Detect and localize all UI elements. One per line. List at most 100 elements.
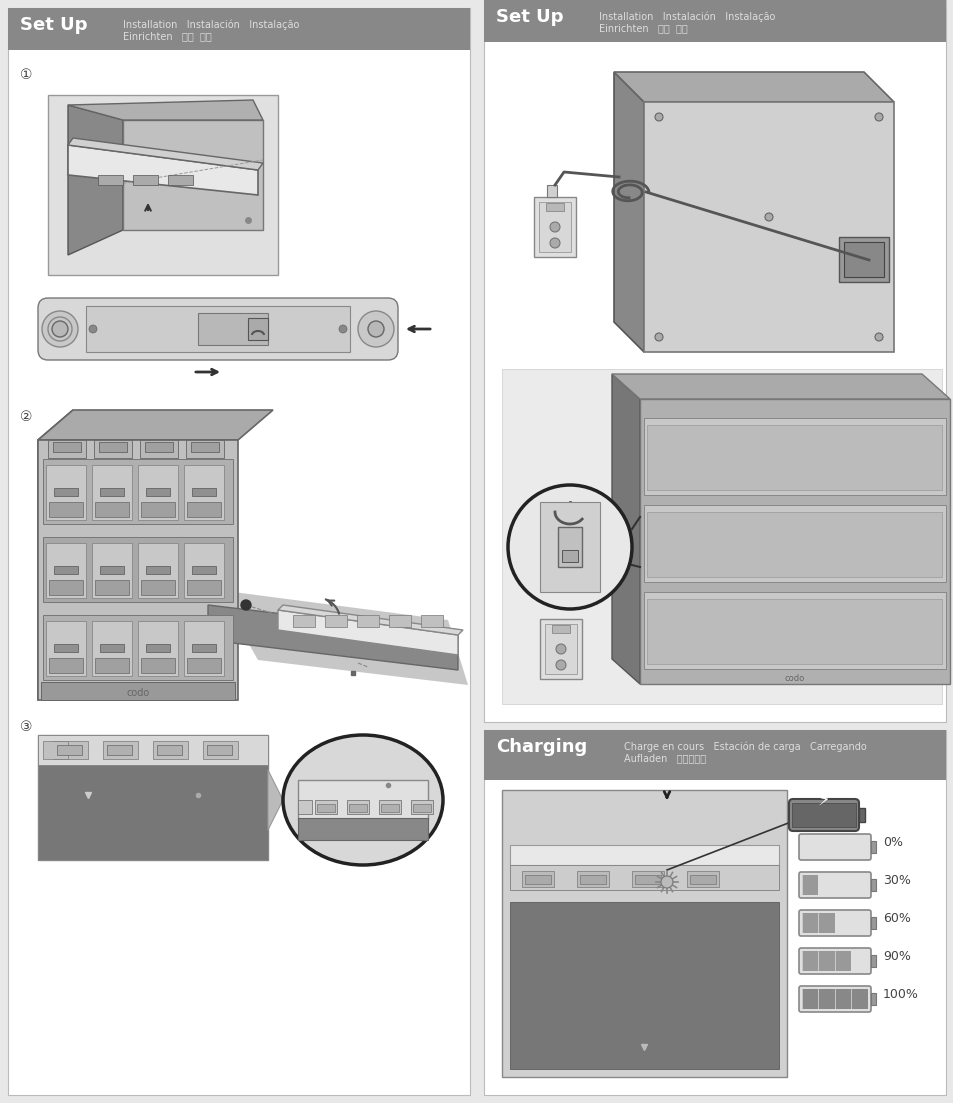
Circle shape xyxy=(655,113,662,121)
Bar xyxy=(49,580,83,595)
Bar xyxy=(521,871,554,887)
Polygon shape xyxy=(626,850,677,875)
Bar xyxy=(561,550,578,563)
Bar xyxy=(192,488,215,496)
Bar xyxy=(558,527,581,567)
Polygon shape xyxy=(268,770,283,829)
Bar xyxy=(48,440,86,458)
Circle shape xyxy=(556,644,565,654)
Bar xyxy=(184,543,224,598)
Bar xyxy=(801,989,867,1009)
Bar xyxy=(141,502,174,517)
Bar xyxy=(146,566,170,574)
Bar xyxy=(524,875,551,884)
Bar xyxy=(43,615,233,681)
Bar xyxy=(91,543,132,598)
Bar xyxy=(483,730,945,780)
Bar xyxy=(510,865,779,890)
Bar xyxy=(49,658,83,673)
Bar xyxy=(644,872,659,880)
Bar xyxy=(48,95,277,275)
Bar xyxy=(91,465,132,520)
Bar xyxy=(54,644,78,652)
Bar xyxy=(534,197,576,257)
Bar xyxy=(145,442,172,452)
Bar xyxy=(538,202,571,251)
Bar xyxy=(297,800,312,814)
Bar xyxy=(138,543,178,598)
Polygon shape xyxy=(38,410,73,700)
Circle shape xyxy=(48,317,71,341)
Bar xyxy=(138,621,178,676)
Bar xyxy=(689,875,716,884)
FancyBboxPatch shape xyxy=(799,947,870,974)
Bar xyxy=(53,442,81,452)
Bar xyxy=(99,442,127,452)
Text: 100%: 100% xyxy=(882,988,918,1002)
Bar xyxy=(546,185,557,197)
Bar xyxy=(57,745,82,754)
FancyBboxPatch shape xyxy=(799,872,870,898)
Text: Set Up: Set Up xyxy=(20,17,88,34)
Bar xyxy=(187,658,221,673)
Bar xyxy=(801,913,834,933)
Circle shape xyxy=(338,325,347,333)
Bar xyxy=(801,875,817,895)
Bar xyxy=(545,203,563,211)
Bar xyxy=(184,465,224,520)
Circle shape xyxy=(550,222,559,232)
Bar xyxy=(297,818,428,840)
Bar xyxy=(858,808,864,822)
Text: Installation   Instalación   Instalação: Installation Instalación Instalação xyxy=(598,11,775,21)
Polygon shape xyxy=(68,138,263,170)
Bar xyxy=(539,619,581,679)
Bar xyxy=(95,502,129,517)
Text: Set Up: Set Up xyxy=(496,8,563,26)
Bar xyxy=(100,488,124,496)
Circle shape xyxy=(89,325,97,333)
Bar xyxy=(378,800,400,814)
Bar xyxy=(95,658,129,673)
Polygon shape xyxy=(277,606,462,635)
Circle shape xyxy=(42,311,78,347)
Bar xyxy=(146,644,170,652)
Bar xyxy=(544,624,577,674)
Bar xyxy=(140,440,178,458)
Polygon shape xyxy=(68,105,123,255)
Bar xyxy=(389,615,411,627)
Bar xyxy=(184,621,224,676)
Bar xyxy=(198,313,268,345)
Bar xyxy=(700,872,713,880)
Bar xyxy=(138,465,178,520)
Bar xyxy=(107,745,132,754)
Bar xyxy=(46,543,86,598)
Bar xyxy=(187,580,221,595)
Bar xyxy=(552,625,569,633)
Bar xyxy=(870,993,875,1005)
Circle shape xyxy=(764,213,772,221)
Bar xyxy=(631,871,663,887)
Bar xyxy=(168,175,193,185)
Bar xyxy=(483,0,945,42)
Bar xyxy=(413,804,431,812)
Bar xyxy=(187,502,221,517)
Bar xyxy=(94,440,132,458)
Text: 60%: 60% xyxy=(882,912,910,925)
Bar xyxy=(349,804,367,812)
Bar xyxy=(639,399,949,684)
Bar xyxy=(100,566,124,574)
Bar xyxy=(643,101,893,352)
Polygon shape xyxy=(572,850,621,875)
Bar xyxy=(635,875,660,884)
Bar xyxy=(501,370,941,704)
Bar xyxy=(95,580,129,595)
Bar xyxy=(297,780,428,820)
Bar xyxy=(38,735,268,765)
Bar xyxy=(86,306,350,352)
Bar xyxy=(316,804,335,812)
Text: ②: ② xyxy=(20,410,32,424)
Bar xyxy=(293,615,314,627)
Bar xyxy=(801,951,850,971)
Text: ①: ① xyxy=(20,68,32,82)
FancyBboxPatch shape xyxy=(799,834,870,860)
